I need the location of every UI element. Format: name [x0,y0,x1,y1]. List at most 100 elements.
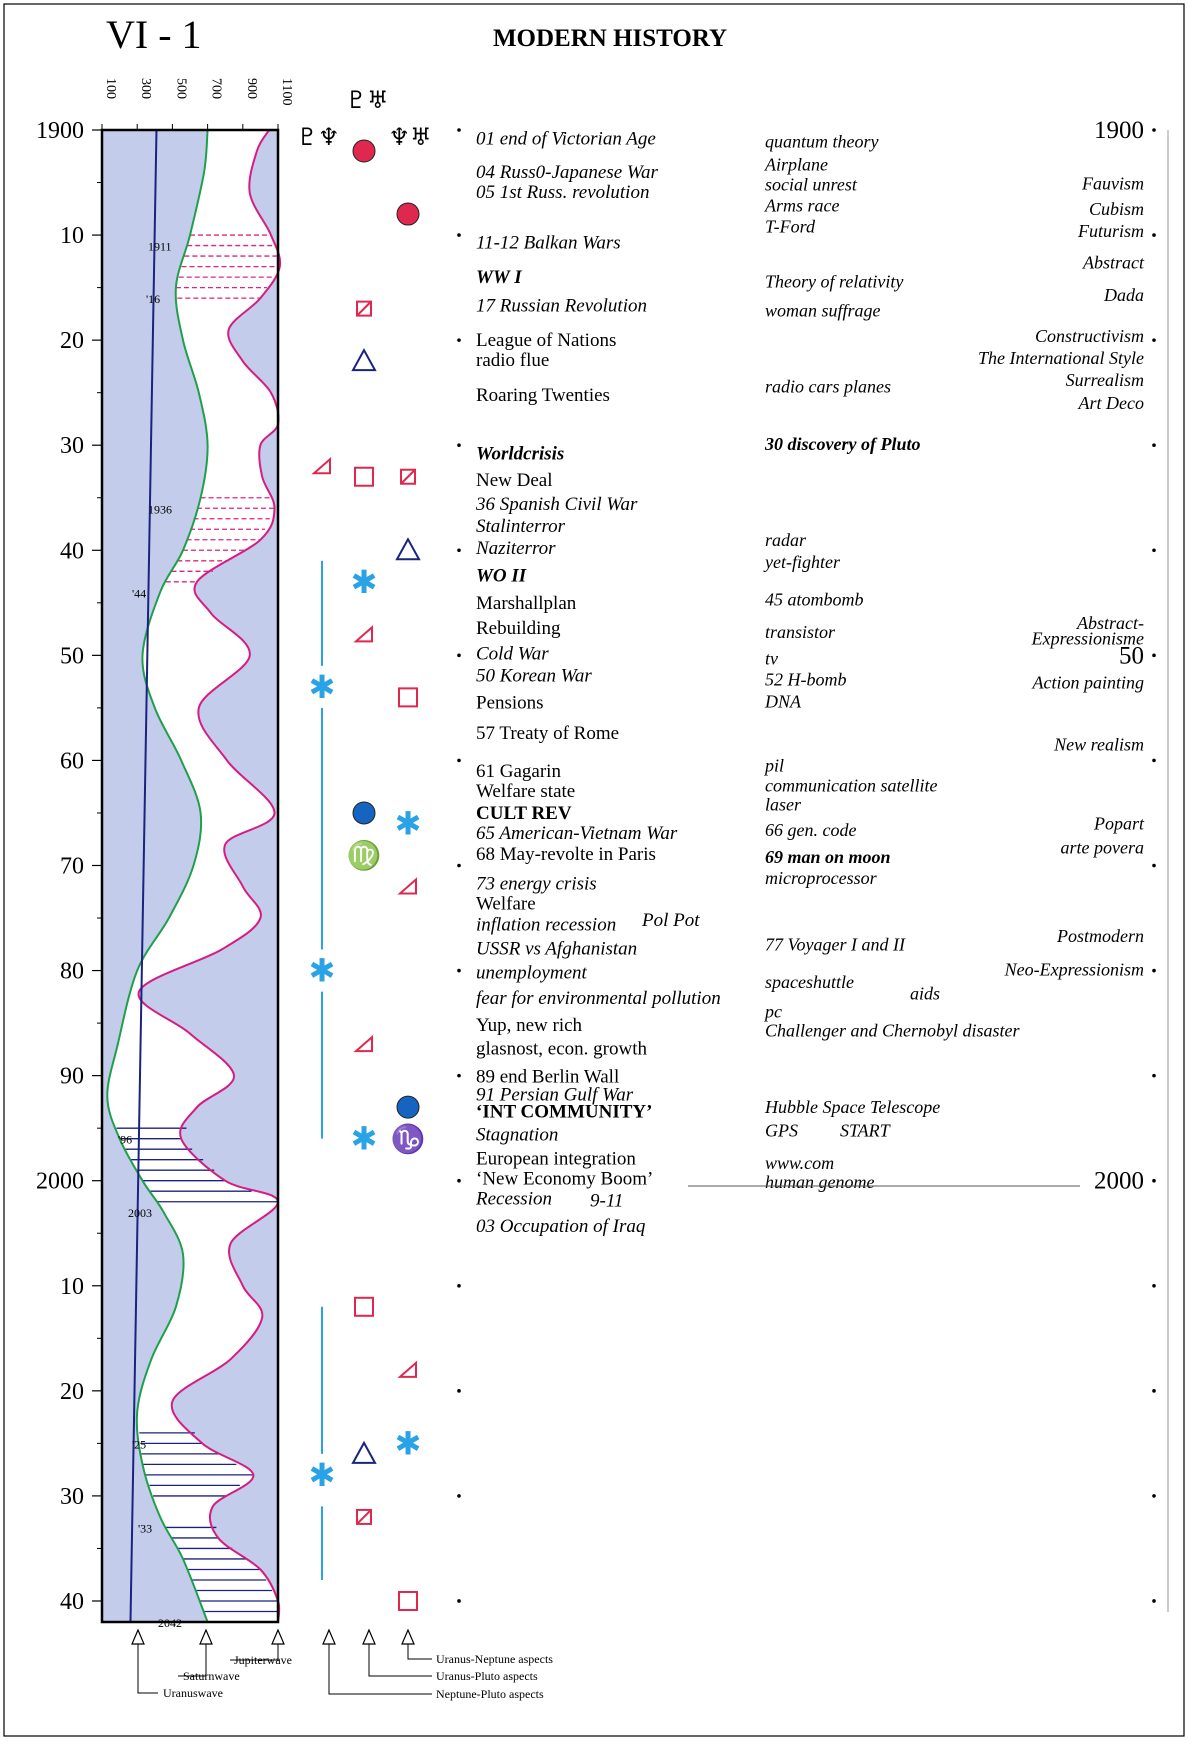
legend-connector [137,1644,158,1694]
invention-label: laser [765,795,802,815]
semisquare-icon [353,625,373,643]
event-label: Welfare state [476,781,575,802]
jupiter-wave [137,129,282,1623]
event-label: 73 energy crisis [476,873,597,894]
invention-label: 52 H-bomb [765,670,847,690]
legend-arrow-icon [401,1628,415,1645]
conjunction-icon [396,1095,420,1119]
event-label: 9-11 [590,1191,623,1212]
sextile-icon: ✱ [351,564,378,600]
panel-frame [100,128,280,1624]
right-tick-dot [1152,233,1156,237]
invention-label: tv [765,649,778,669]
art-movement-label: Postmodern [1056,926,1144,946]
right-tick-dot [1152,1599,1156,1603]
sextile-icon: ✱ [395,1425,422,1461]
right-axis-label: 50 [1119,642,1144,669]
saturn-wave [106,129,209,1623]
event-label: 68 May-revolte in Paris [476,844,656,865]
event-label: glasnost, econ. growth [476,1038,647,1059]
wave-panel [100,128,282,1624]
event-label: Stagnation [476,1124,558,1145]
invention-label: human genome [765,1172,874,1192]
art-movement-label: Action painting [1032,673,1145,693]
right-axis-label: 1900 [1094,117,1144,144]
sextile-icon: ✱ [309,953,336,989]
event-label: 91 Persian Gulf War [476,1085,634,1106]
event-label: 50 Korean War [476,665,592,686]
aspect-symbols: ✱ ✱ ✱ ♍ ✱ ✱ ♑ ✱ ✱ [309,139,426,1611]
invention-label: 66 gen. code [765,820,856,840]
right-tick-dot [1152,758,1156,763]
invention-label: 45 atombomb [765,590,864,610]
event-label: Roaring Twenties [476,385,610,406]
event-label: USSR vs Afghanistan [476,938,637,959]
right-tick-dot [1152,1494,1156,1498]
event-label: Recession [475,1189,552,1210]
event-tick-dot [457,758,461,763]
right-tick-dot [1152,443,1156,448]
legend-connector [230,1644,279,1661]
event-label: New Deal [476,470,553,491]
event-label: Pensions [476,693,544,714]
scale-tick-label: 1100 [279,78,294,105]
event-label: Stalinterror [476,516,566,537]
legend-arrow-icon [131,1628,145,1645]
invention-label: spaceshuttle [765,972,854,992]
trine-icon [351,1440,377,1464]
page-title: MODERN HISTORY [493,25,727,52]
sesquisquare-slash [400,469,416,485]
event-label: 04 Russ0-Japanese War [476,162,658,183]
invention-label: radio cars planes [765,376,891,396]
invention-label: T-Ford [765,217,816,237]
axis-tick-label: 1900 [36,118,84,144]
event-tick-dot [457,968,461,973]
scale-tick-label: 300 [138,78,153,99]
page-frame [3,3,1185,1737]
header-uranus-pluto: ♇♅ [345,88,388,114]
event-label: fear for environmental pollution [476,988,721,1009]
wave-scale: 100 300 500 700 900 1100 [101,78,294,130]
legend-uranus-pluto: Uranus-Pluto aspects [436,1669,538,1683]
year-axis-right: 1900 50 2000 [1094,117,1169,1612]
event-label: 11-12 Balkan Wars [476,232,621,253]
legend-connector [328,1644,432,1695]
axis-tick-label: 60 [60,748,84,774]
art-movement-label: Popart [1093,813,1145,833]
marked-year-label: 1936 [148,502,172,516]
event-tick-dot [457,338,461,342]
sesquisquare-icon [356,1508,372,1525]
axis-tick-label: 80 [60,959,84,985]
trine-icon [395,537,421,561]
capricorn-icon: ♑ [391,1123,426,1156]
axis-tick-label: 90 [60,1064,84,1090]
scale-tick-label: 100 [103,78,118,99]
axis-tick-label: 30 [60,433,84,459]
art-movement-label: Abstract- [1076,613,1144,633]
event-tick-dot [457,443,461,448]
invention-label: START [840,1120,892,1140]
square-aspect-icon [398,1590,418,1611]
legend-arrow-icon [362,1628,376,1645]
event-label: WW I [476,267,522,288]
legend-neptune-pluto: Neptune-Pluto aspects [436,1687,544,1701]
header-uranus-neptune: ♆♅ [388,125,431,151]
event-label: radio flue [476,350,549,371]
event-tick-dot [457,1599,461,1603]
right-tick-dot [1152,548,1156,553]
event-label: ‘INT COMMUNITY’ [476,1101,652,1122]
invention-label: 30 discovery of Pluto [764,434,920,454]
square-aspect-icon [398,687,418,708]
art-movement-label: Art Deco [1078,393,1144,413]
invention-label: pil [763,756,784,776]
event-label: 36 Spanish Civil War [475,494,638,515]
right-tick-dot [1152,338,1156,342]
event-label: Welfare [476,893,536,914]
axis-tick-label: 20 [60,1379,84,1405]
art-movement-label: Surrealism [1066,370,1144,390]
conjunction-icon [352,801,376,825]
axis-tick-label: 40 [60,1589,84,1615]
marked-year-label: 2003 [128,1206,152,1220]
sesquisquare-icon [356,300,372,317]
invention-label: 77 Voyager I and II [765,934,906,954]
